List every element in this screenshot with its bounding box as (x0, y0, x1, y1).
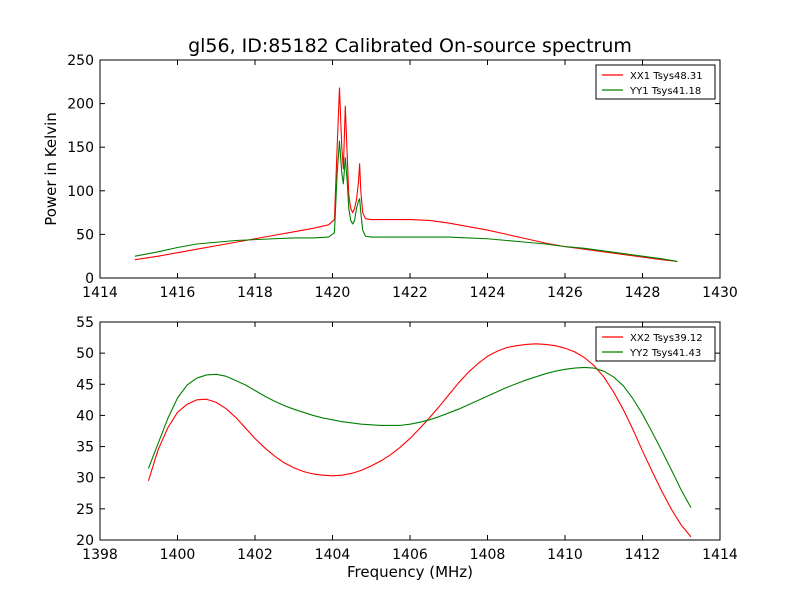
y-tick-label-top: 150 (67, 140, 94, 156)
y-tick-label-bottom: 20 (76, 533, 94, 549)
shared-x-axis-label: Frequency (MHz) (347, 563, 473, 581)
y-tick-label-bottom: 50 (76, 346, 94, 362)
x-tick-label-top: 1416 (160, 285, 196, 301)
x-tick-label-top: 1424 (470, 285, 506, 301)
y-tick-label-top: 0 (85, 271, 94, 287)
legend-top: XX1 Tsys48.31 YY1 Tsys41.18 (595, 64, 716, 100)
x-tick-label-bottom: 1414 (702, 547, 738, 563)
x-tick-label-bottom: 1410 (547, 547, 583, 563)
chart-panel-bottom: 1398 1400 1402 1404 1406 1408 1410 1412 1414 20 25… (76, 315, 738, 563)
y-tick-label-top: 200 (67, 97, 94, 113)
x-tick-label-bottom: 1402 (237, 547, 273, 563)
series-line-top-1 (134, 87, 678, 262)
x-tick-label-bottom: 1404 (315, 547, 351, 563)
x-tick-label-top: 1430 (702, 285, 738, 301)
x-tick-label-bottom: 1400 (160, 547, 196, 563)
y-tick-label-bottom: 25 (76, 502, 94, 518)
series-line-bottom-2 (147, 366, 692, 508)
y-tick-label-bottom: 30 (76, 471, 94, 487)
x-tick-label-bottom: 1406 (392, 547, 428, 563)
series-line-top-2 (134, 140, 678, 262)
y-tick-label-top: 250 (67, 53, 94, 69)
y-tick-label-top: 100 (67, 184, 94, 200)
legend-label-bottom-1: XX2 Tsys39.12 (630, 333, 703, 344)
series-line-bottom-1 (147, 343, 692, 538)
chart-panel-top: 1414 1416 1418 1420 1422 1424 1426 1428 1430 0 50 1… (42, 53, 738, 301)
legend-label-top-1: XX1 Tsys48.31 (630, 71, 703, 82)
legend-label-top-2: YY1 Tsys41.18 (629, 86, 701, 97)
legend-box-bottom (595, 326, 716, 362)
y-tick-label-bottom: 45 (76, 377, 94, 393)
legend-box-top (595, 64, 716, 100)
chart-panels: 1414 1416 1418 1420 1422 1424 1426 1428 14300501… (42, 53, 738, 563)
y-axis-label-top: Power in Kelvin (42, 112, 60, 226)
y-tick-label-top: 50 (76, 227, 94, 243)
x-tick-label-bottom: 1408 (470, 547, 506, 563)
y-tick-label-bottom: 35 (76, 440, 94, 456)
x-tick-label-top: 1414 (82, 285, 118, 301)
x-tick-label-bottom: 1412 (625, 547, 661, 563)
x-tick-label-top: 1422 (392, 285, 428, 301)
x-tick-label-bottom: 1398 (82, 547, 118, 563)
x-tick-label-top: 1426 (547, 285, 583, 301)
x-tick-label-top: 1420 (315, 285, 351, 301)
y-tick-label-bottom: 40 (76, 408, 94, 424)
figure-title: gl56, ID:85182 Calibrated On-source spec… (188, 35, 632, 57)
y-tick-label-bottom: 55 (76, 315, 94, 331)
legend-bottom: XX2 Tsys39.12 YY2 Tsys41.43 (595, 326, 716, 362)
x-tick-label-top: 1428 (625, 285, 661, 301)
legend-label-bottom-2: YY2 Tsys41.43 (629, 348, 701, 359)
x-tick-label-top: 1418 (237, 285, 273, 301)
